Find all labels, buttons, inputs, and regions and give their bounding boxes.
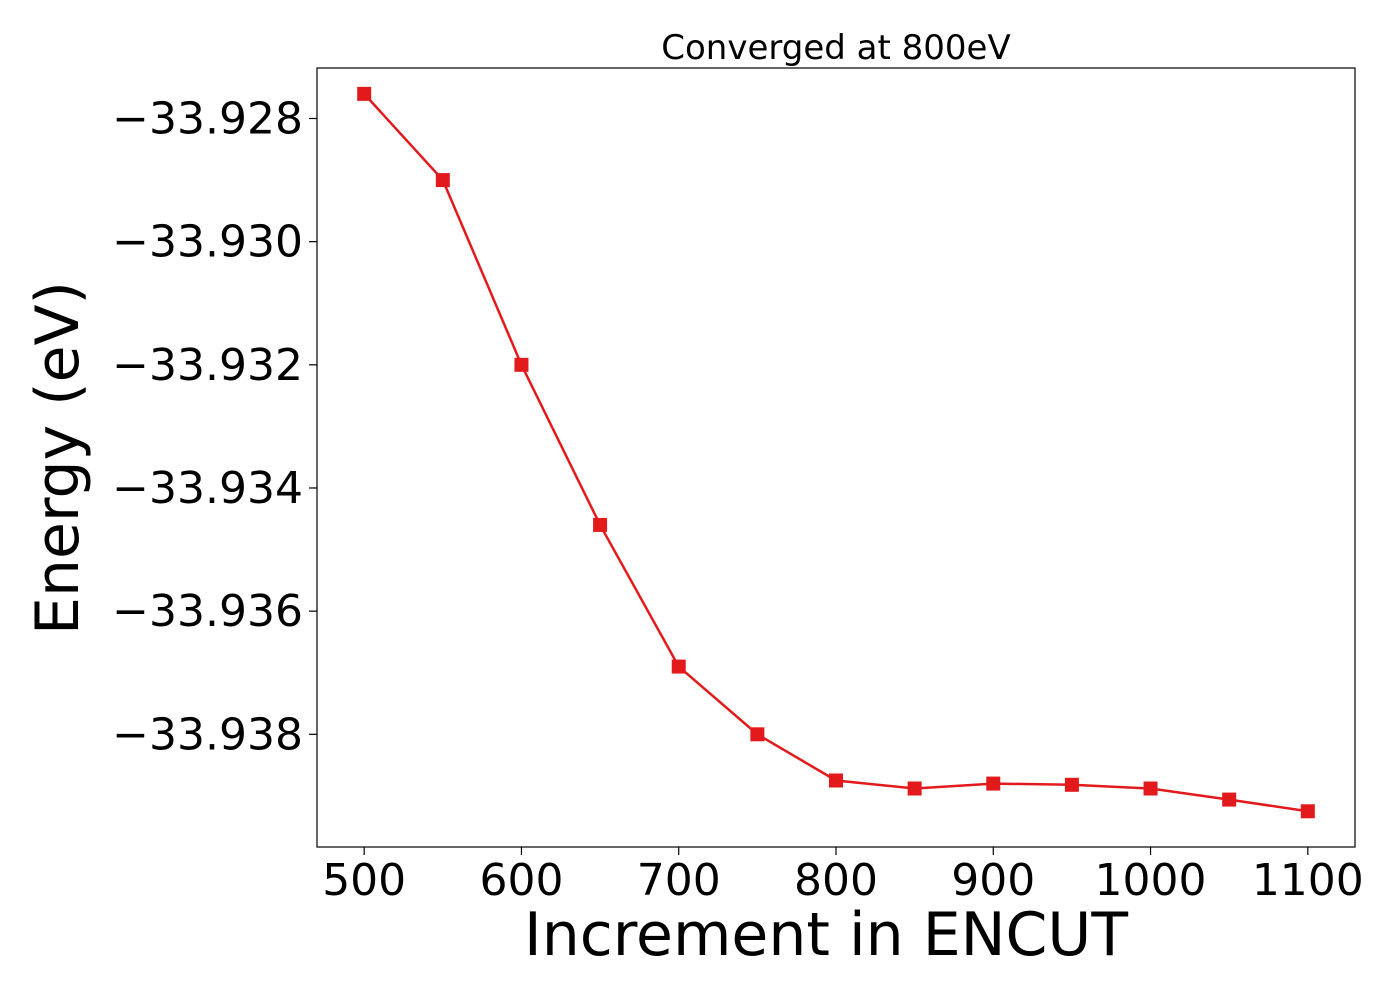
data-point-marker <box>907 781 922 796</box>
x-tick-label: 1000 <box>1095 855 1207 906</box>
data-point-marker <box>514 357 529 372</box>
chart-title: Converged at 800eV <box>661 28 1010 68</box>
data-point-marker <box>593 517 608 532</box>
x-tick-label: 800 <box>794 855 878 906</box>
y-tick-label: −33.928 <box>112 93 303 144</box>
y-tick-label: −33.934 <box>112 463 303 514</box>
x-tick-label: 600 <box>479 855 563 906</box>
data-point-marker <box>1222 792 1237 807</box>
data-point-marker <box>829 773 843 788</box>
y-tick-label: −33.932 <box>112 340 303 391</box>
data-point-marker <box>1300 804 1315 819</box>
data-point-marker <box>357 86 372 101</box>
y-tick-label: −33.936 <box>112 586 303 637</box>
data-point-marker <box>1143 781 1158 796</box>
x-tick-label: 700 <box>637 855 721 906</box>
x-tick-label: 900 <box>951 855 1035 906</box>
data-point-marker <box>671 659 686 674</box>
x-axis-ticks: 500 600 700 800 900 1000 1100 <box>322 847 1364 906</box>
data-point-marker <box>750 727 765 742</box>
y-axis-label: Energy (eV) <box>23 281 93 635</box>
x-tick-label: 500 <box>322 855 406 906</box>
x-axis-label: Increment in ENCUT <box>524 900 1128 970</box>
data-point-marker <box>986 776 1001 791</box>
x-tick-label: 1100 <box>1252 855 1364 906</box>
series-layer <box>357 86 1315 819</box>
y-axis-ticks: −33.928 −33.930 −33.932 −33.934 −33.936 −33.9… <box>112 93 317 760</box>
plot-frame <box>316 67 1356 848</box>
data-point-marker <box>435 173 450 188</box>
y-tick-label: −33.938 <box>112 709 303 760</box>
data-point-marker <box>1064 777 1079 792</box>
y-tick-label: −33.930 <box>112 217 303 268</box>
